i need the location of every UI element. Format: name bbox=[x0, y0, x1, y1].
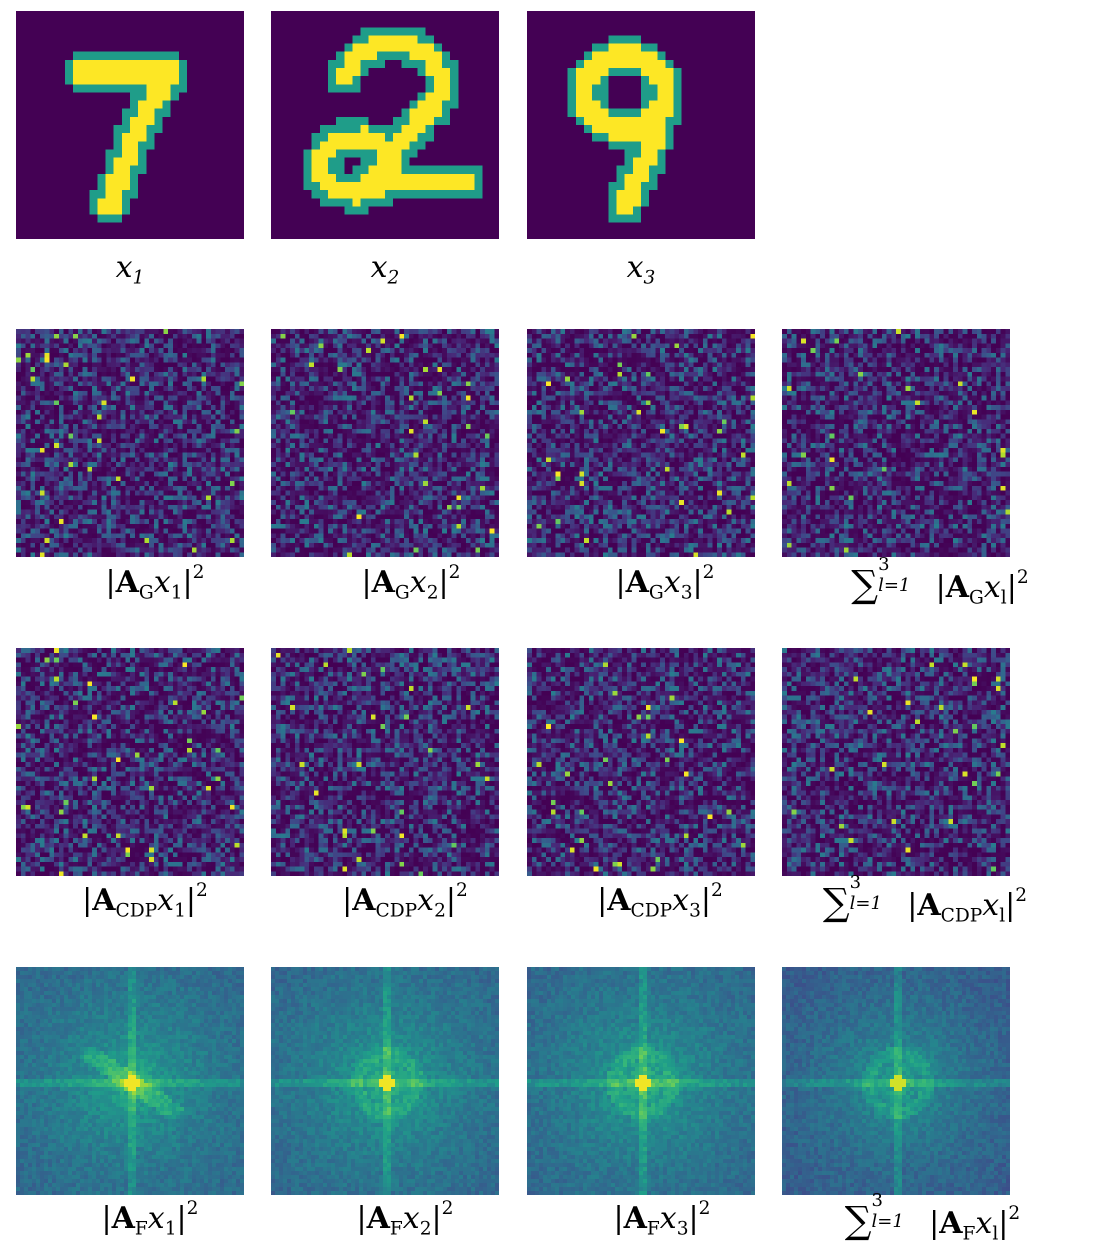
caption-x2: x2 bbox=[370, 250, 400, 289]
image-cdp-sum bbox=[782, 648, 1010, 876]
image-gaussian-x3 bbox=[527, 329, 755, 557]
image-cdp-x1 bbox=[16, 648, 244, 876]
caption-gaussian-sum: ∑ 3 l=1 |AGxl|2 bbox=[851, 554, 1029, 609]
image-x3-digit-9 bbox=[527, 11, 755, 239]
caption-cdp-x3: |ACDPx3|2 bbox=[597, 880, 723, 922]
image-gaussian-sum bbox=[782, 329, 1010, 557]
image-fourier-x2 bbox=[271, 967, 499, 1195]
caption-x3: x3 bbox=[626, 250, 656, 289]
image-cdp-x3 bbox=[527, 648, 755, 876]
caption-fourier-x3: |AFx3|2 bbox=[613, 1198, 711, 1240]
image-fourier-x3 bbox=[527, 967, 755, 1195]
image-fourier-x1 bbox=[16, 967, 244, 1195]
caption-fourier-sum: ∑ 3 l=1 |AFxl|2 bbox=[844, 1190, 1021, 1245]
image-x2-digit-2 bbox=[271, 11, 499, 239]
caption-gaussian-x2: |AGx2|2 bbox=[361, 562, 461, 604]
image-x1-digit-7 bbox=[16, 11, 244, 239]
image-gaussian-x2 bbox=[271, 329, 499, 557]
caption-cdp-x2: |ACDPx2|2 bbox=[342, 880, 468, 922]
caption-gaussian-x3: |AGx3|2 bbox=[615, 562, 715, 604]
image-gaussian-x1 bbox=[16, 329, 244, 557]
caption-x1: x1 bbox=[115, 250, 145, 289]
caption-fourier-x1: |AFx1|2 bbox=[101, 1198, 199, 1240]
image-fourier-sum bbox=[782, 967, 1010, 1195]
image-cdp-x2 bbox=[271, 648, 499, 876]
caption-gaussian-x1: |AGx1|2 bbox=[105, 562, 205, 604]
caption-cdp-x1: |ACDPx1|2 bbox=[82, 880, 208, 922]
caption-cdp-sum: ∑ 3 l=1 |ACDPxl|2 bbox=[822, 872, 1028, 927]
caption-fourier-x2: |AFx2|2 bbox=[356, 1198, 454, 1240]
